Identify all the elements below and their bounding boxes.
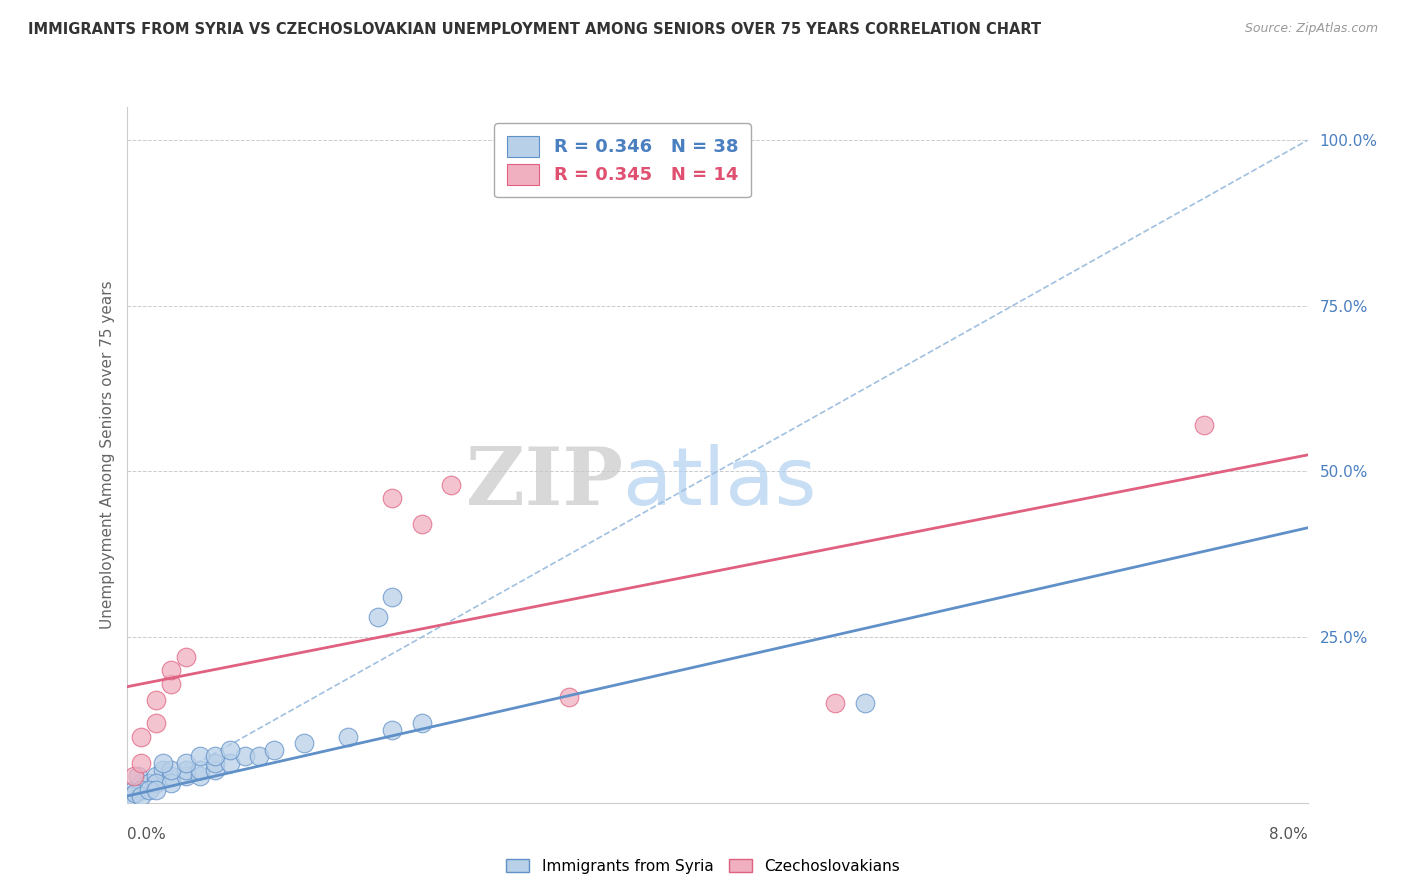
Point [160, 769, 183, 783]
Point [138, 782, 160, 797]
Point [145, 693, 167, 707]
Point [1192, 418, 1215, 433]
Point [440, 477, 463, 491]
Text: atlas: atlas [623, 443, 817, 522]
Point [160, 663, 183, 677]
Point [292, 736, 315, 750]
Point [219, 743, 242, 757]
Point [188, 769, 211, 783]
Point [381, 491, 404, 505]
Point [145, 782, 167, 797]
Point [145, 716, 167, 731]
Text: 8.0%: 8.0% [1268, 827, 1308, 841]
Point [138, 776, 160, 790]
Point [204, 763, 226, 777]
Point [263, 743, 285, 757]
Point [145, 776, 167, 790]
Point [337, 730, 360, 744]
Point [122, 769, 145, 783]
Point [160, 676, 183, 690]
Point [127, 769, 149, 783]
Point [824, 697, 846, 711]
Point [152, 763, 174, 777]
Point [174, 756, 197, 770]
Point [160, 763, 183, 777]
Point [122, 782, 145, 797]
Point [160, 776, 183, 790]
Text: ZIP: ZIP [465, 443, 623, 522]
Point [381, 723, 404, 737]
Legend: Immigrants from Syria, Czechoslovakians: Immigrants from Syria, Czechoslovakians [501, 853, 905, 880]
Point [219, 756, 242, 770]
Point [411, 716, 433, 731]
Point [188, 749, 211, 764]
Text: 0.0%: 0.0% [127, 827, 166, 841]
Point [124, 786, 146, 800]
Point [411, 517, 433, 532]
Point [381, 591, 404, 605]
Point [152, 756, 174, 770]
Point [174, 650, 197, 665]
Point [366, 610, 388, 624]
Point [129, 782, 153, 797]
Y-axis label: Unemployment Among Seniors over 75 years: Unemployment Among Seniors over 75 years [100, 281, 115, 629]
Point [188, 763, 211, 777]
Point [129, 756, 153, 770]
Point [558, 690, 581, 704]
Point [174, 769, 197, 783]
Legend: R = 0.346   N = 38, R = 0.345   N = 14: R = 0.346 N = 38, R = 0.345 N = 14 [495, 123, 751, 197]
Point [204, 756, 226, 770]
Text: Source: ZipAtlas.com: Source: ZipAtlas.com [1244, 22, 1378, 36]
Point [204, 749, 226, 764]
Point [129, 789, 153, 804]
Point [120, 789, 142, 804]
Point [145, 769, 167, 783]
Point [233, 749, 256, 764]
Text: IMMIGRANTS FROM SYRIA VS CZECHOSLOVAKIAN UNEMPLOYMENT AMONG SENIORS OVER 75 YEAR: IMMIGRANTS FROM SYRIA VS CZECHOSLOVAKIAN… [28, 22, 1042, 37]
Point [853, 697, 876, 711]
Point [129, 730, 153, 744]
Point [129, 776, 153, 790]
Point [247, 749, 270, 764]
Point [174, 763, 197, 777]
